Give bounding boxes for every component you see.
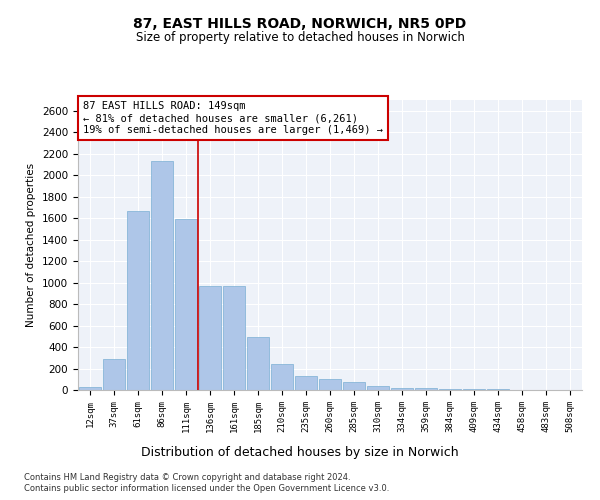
Bar <box>271 364 293 390</box>
Bar <box>439 389 461 390</box>
Bar <box>151 161 173 390</box>
Bar <box>319 380 341 390</box>
Bar <box>103 359 125 390</box>
Bar <box>223 286 245 390</box>
Bar <box>79 387 101 390</box>
Text: Contains public sector information licensed under the Open Government Licence v3: Contains public sector information licen… <box>24 484 389 493</box>
Bar <box>367 386 389 390</box>
Text: 87 EAST HILLS ROAD: 149sqm
← 81% of detached houses are smaller (6,261)
19% of s: 87 EAST HILLS ROAD: 149sqm ← 81% of deta… <box>83 102 383 134</box>
Text: Contains HM Land Registry data © Crown copyright and database right 2024.: Contains HM Land Registry data © Crown c… <box>24 472 350 482</box>
Bar <box>391 388 413 390</box>
Bar <box>127 210 149 390</box>
Bar <box>343 382 365 390</box>
Text: 87, EAST HILLS ROAD, NORWICH, NR5 0PD: 87, EAST HILLS ROAD, NORWICH, NR5 0PD <box>133 18 467 32</box>
Bar <box>415 388 437 390</box>
Bar <box>175 219 197 390</box>
Text: Distribution of detached houses by size in Norwich: Distribution of detached houses by size … <box>141 446 459 459</box>
Bar <box>295 376 317 390</box>
Y-axis label: Number of detached properties: Number of detached properties <box>26 163 37 327</box>
Text: Size of property relative to detached houses in Norwich: Size of property relative to detached ho… <box>136 31 464 44</box>
Bar <box>247 338 269 390</box>
Bar <box>199 286 221 390</box>
